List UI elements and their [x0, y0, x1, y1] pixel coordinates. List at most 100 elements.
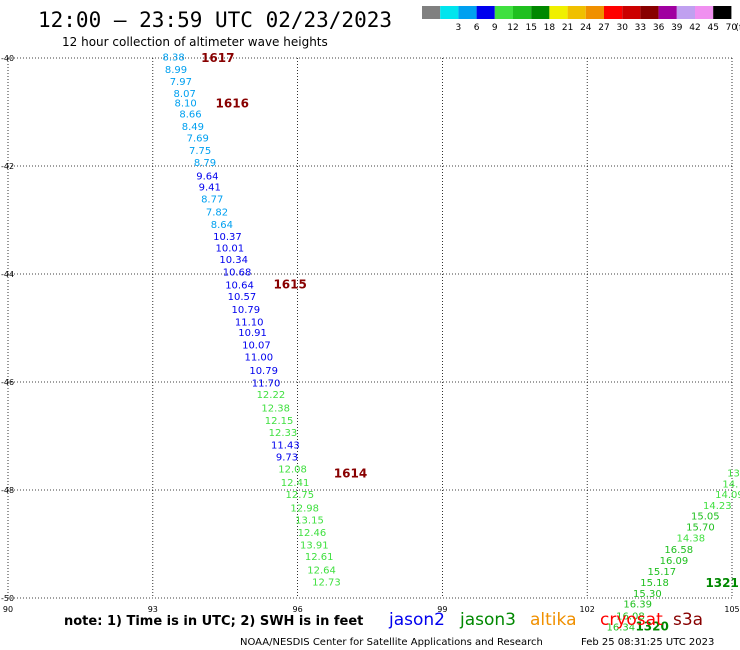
lon-tick-label: 96: [293, 605, 303, 614]
footer-credit: NOAA/NESDIS Center for Satellite Applica…: [240, 637, 543, 648]
swh-value-label: 12.33: [269, 428, 298, 439]
legend-tick-label: 21: [562, 23, 573, 33]
swh-value-label: 10.34: [219, 255, 248, 266]
swh-value-label: 12.38: [261, 404, 290, 415]
legend-swatch: [513, 6, 532, 19]
pass-number-label: 1320: [635, 619, 668, 633]
pass-number-label: 1614: [334, 467, 367, 481]
swh-value-label: 11.43: [271, 440, 300, 451]
swh-value-label: 16.08: [616, 612, 645, 623]
swh-value-label: 11.00: [245, 352, 274, 363]
legend-swatch: [604, 6, 623, 19]
swh-value-label: 8.10: [175, 99, 197, 110]
swh-value-label: 16.39: [623, 600, 652, 611]
lon-tick-label: 90: [3, 605, 13, 614]
swh-value-label: 15.05: [691, 512, 720, 523]
legend-swatch: [713, 6, 732, 19]
lon-tick-label: 102: [580, 605, 595, 614]
swh-value-label: 13.91: [300, 540, 329, 551]
swh-value-label: 14.09: [715, 490, 740, 501]
satellite-label-s3a: s3a: [673, 610, 703, 630]
legend-unit-label: (ft): [735, 23, 740, 33]
satellite-label-altika: altika: [530, 610, 577, 630]
swh-value-label: 8.38: [162, 53, 184, 64]
lat-tick-label: -50: [1, 594, 14, 603]
swh-value-label: 11.10: [235, 317, 264, 328]
satellite-label-cryosat: cryosat: [600, 610, 663, 630]
swh-value-label: 10.68: [223, 268, 252, 279]
pass-labels: 1617 1616 1615 1614 1321 1320: [201, 51, 739, 634]
swh-value-label: 13.15: [295, 515, 324, 526]
satellite-label-jason2: jason2: [388, 610, 445, 630]
satellite-legend: jason2 jason3 altika cryosat s3a: [388, 610, 703, 630]
lon-tick-label: 99: [437, 605, 447, 614]
pass-number-label: 1321: [705, 576, 738, 590]
swh-value-label: 16.58: [664, 545, 693, 556]
legend-tick-label: 3: [456, 23, 462, 33]
swh-value-label: 15.17: [648, 567, 677, 578]
swh-value-label: 10.57: [228, 292, 257, 303]
legend-tick-label: 42: [689, 23, 700, 33]
swh-value-label: 12.75: [286, 490, 315, 501]
legend-swatch: [585, 6, 604, 19]
swh-observations: 8.388.997.978.078.108.66 8.497.697.758.79…: [162, 53, 740, 634]
legend-tick-label: 39: [671, 23, 683, 33]
swh-value-label: 8.99: [165, 65, 187, 76]
swh-value-label: 8.79: [194, 158, 216, 169]
swh-value-label: 7.75: [189, 146, 211, 157]
legend-tick-label: 70: [726, 23, 738, 33]
legend-tick-label: 15: [525, 23, 536, 33]
lat-lon-grid: [7, 57, 733, 599]
swh-value-label: 10.91: [238, 328, 267, 339]
swh-value-label: 9.64: [196, 172, 218, 183]
swh-value-label: 8.07: [174, 89, 196, 100]
swh-value-label: 12.15: [265, 416, 294, 427]
pass-number-label: 1616: [216, 97, 249, 111]
map-title: 12:00 – 23:59 UTC 02/23/2023: [38, 8, 392, 32]
legend-tick-label: 18: [544, 23, 556, 33]
swh-value-label: 12.08: [278, 465, 307, 476]
swh-value-label: 8.49: [182, 122, 204, 133]
lon-tick-label: 93: [148, 605, 158, 614]
legend-tick-label: 6: [474, 23, 480, 33]
swh-value-label: 10.79: [249, 366, 278, 377]
swh-value-label: 12.22: [257, 390, 286, 401]
swh-value-label: 12.64: [307, 566, 336, 577]
swh-value-label: 10.64: [225, 281, 254, 292]
swh-value-label: 15.70: [686, 523, 715, 534]
legend-tick-label: 33: [635, 23, 646, 33]
swh-value-label: 8.77: [201, 195, 223, 206]
legend-tick-label: 9: [492, 23, 498, 33]
swh-value-label: 13: [727, 469, 740, 480]
swh-value-label: 12.98: [290, 504, 319, 515]
footer-timestamp: Feb 25 08:31:25 UTC 2023: [581, 637, 714, 648]
legend-swatch: [622, 6, 641, 19]
swh-value-label: 8.64: [211, 220, 233, 231]
legend-swatch: [676, 6, 695, 19]
lat-tick-label: -48: [1, 486, 14, 495]
swh-value-label: 15.18: [640, 578, 669, 589]
lat-tick-label: -42: [1, 162, 14, 171]
swh-value-label: 14.38: [676, 533, 705, 544]
legend-swatch: [658, 6, 677, 19]
pass-number-label: 1617: [201, 51, 234, 65]
swh-value-label: 8.66: [179, 109, 201, 120]
swh-value-label: 7.69: [187, 134, 209, 145]
swh-value-label: 9.73: [276, 452, 298, 463]
lat-tick-label: -44: [1, 270, 14, 279]
satellite-label-jason3: jason3: [459, 610, 516, 630]
legend-swatch: [531, 6, 550, 19]
swh-value-label: 10.07: [242, 341, 271, 352]
swh-value-label: 12.46: [298, 528, 327, 539]
swh-value-label: 10.79: [231, 305, 260, 316]
swh-value-label: 16.09: [660, 556, 689, 567]
swh-value-label: 9.41: [199, 182, 221, 193]
swh-value-label: 7.82: [206, 208, 228, 219]
swh-value-label: 7.97: [170, 77, 192, 88]
legend-tick-label: 30: [616, 23, 628, 33]
legend-tick-label: 45: [707, 23, 718, 33]
swh-value-label: 10.37: [213, 232, 242, 243]
swh-value-label: 16.34: [607, 622, 636, 633]
